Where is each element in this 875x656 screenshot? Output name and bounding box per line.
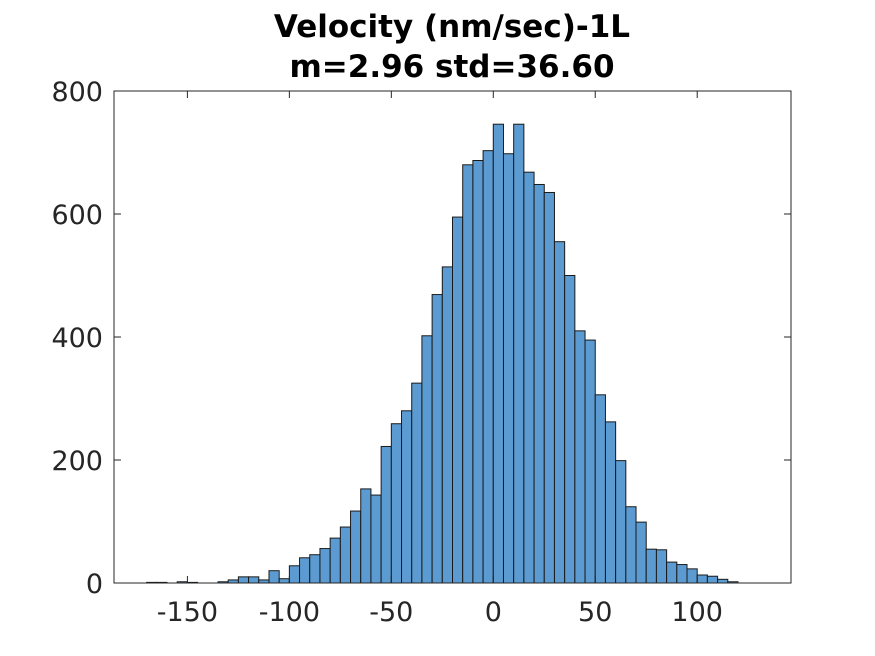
histogram-bar (237, 576, 250, 584)
histogram-bar (380, 445, 392, 584)
histogram-bar (594, 394, 606, 584)
x-tick-label: -50 (369, 597, 413, 628)
histogram-bar (431, 294, 443, 584)
histogram-bar (502, 153, 515, 584)
histogram-bar (645, 548, 657, 584)
histogram-bar (462, 164, 474, 584)
histogram-bar (553, 241, 566, 584)
histogram-bar (696, 574, 708, 584)
histogram-bar (452, 216, 464, 584)
histogram-bar (564, 275, 576, 584)
chart-subtitle: m=2.96 std=36.60 (289, 49, 614, 85)
y-tick-label: 200 (51, 446, 103, 477)
histogram-bar (248, 576, 260, 584)
histogram-bar (543, 191, 555, 584)
y-tick-labels: 0 200 400 600 800 (51, 77, 103, 600)
histogram-bar (268, 570, 280, 584)
histogram-bar (482, 150, 494, 584)
x-tick-label: 100 (671, 597, 723, 628)
x-tick-label: -150 (157, 597, 218, 628)
y-tick-label: 0 (86, 569, 103, 600)
histogram-bar (492, 123, 504, 584)
x-tick-labels: -150 -100 -50 0 50 100 (157, 597, 723, 628)
y-tick-label: 600 (51, 200, 103, 231)
histogram-bar (441, 266, 453, 584)
histogram-bar (574, 330, 586, 584)
histogram-bar (401, 410, 413, 584)
histogram-bar (706, 575, 719, 584)
histogram-bar (686, 568, 698, 584)
histogram-bar (370, 494, 382, 584)
histogram-bar (635, 521, 647, 584)
x-tick-label: 0 (485, 597, 502, 628)
histogram-bar (421, 335, 433, 584)
histogram-bar (329, 537, 341, 584)
histogram-bar (655, 549, 668, 584)
histogram-bar (533, 183, 545, 584)
x-tick-label: 50 (578, 597, 612, 628)
histogram-bar (339, 526, 352, 584)
ticks-group (114, 90, 791, 584)
histogram-bar (625, 506, 637, 584)
chart-title: Velocity (nm/sec)-1L (274, 9, 630, 45)
histogram-bar (615, 460, 627, 584)
histogram-bar (278, 578, 290, 584)
histogram-bar (604, 421, 617, 584)
histogram-bar (309, 554, 321, 584)
histogram-bar (513, 123, 525, 584)
histogram-bar (288, 565, 301, 584)
histogram-bar (717, 578, 729, 584)
histogram-bar (411, 382, 423, 584)
histogram-bar (584, 339, 596, 584)
y-tick-label: 400 (51, 323, 103, 354)
histogram-bar (319, 548, 331, 584)
histogram-bar (390, 423, 403, 584)
histogram-bar (472, 160, 484, 584)
histogram-bar (360, 488, 372, 584)
histogram-bar (676, 564, 688, 584)
bars-group (146, 123, 739, 584)
histogram-bar (350, 510, 362, 584)
histogram-bar (299, 557, 311, 584)
histogram-bar (523, 171, 535, 584)
x-tick-label: -100 (259, 597, 320, 628)
y-tick-label: 800 (51, 77, 103, 108)
histogram-bar (666, 561, 678, 584)
